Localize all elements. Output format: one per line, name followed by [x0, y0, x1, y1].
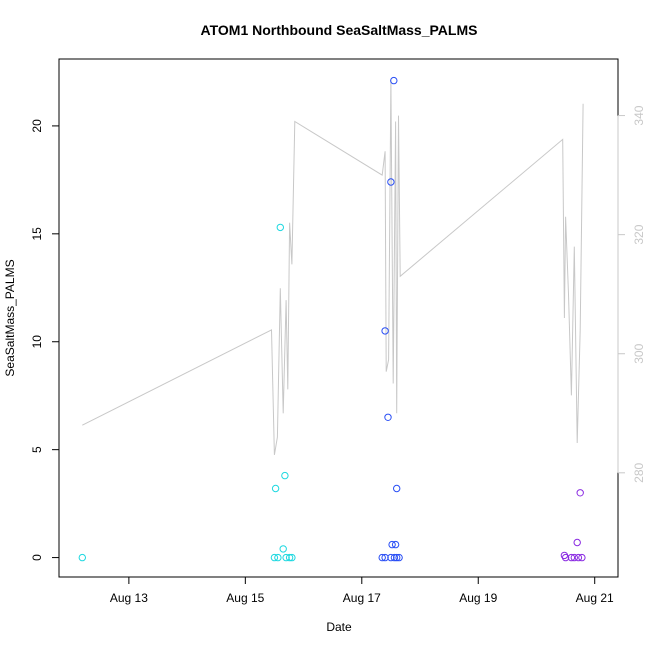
data-point [381, 553, 389, 562]
y-tick-label: 10 [30, 335, 44, 349]
data-point [388, 540, 396, 549]
data-point [378, 553, 386, 562]
data-point [561, 553, 570, 562]
y2-tick-label: 340 [632, 105, 646, 125]
data-point [574, 553, 583, 562]
data-point [276, 223, 284, 232]
data-point [274, 553, 282, 562]
data-point [390, 76, 398, 85]
y2-tick-label: 280 [632, 462, 646, 482]
series-line [82, 79, 584, 455]
data-point [393, 484, 401, 493]
data-point [576, 489, 584, 497]
x-axis-title: Date [326, 620, 352, 634]
data-point [271, 484, 280, 493]
y-tick-label: 20 [30, 119, 44, 133]
data-point [78, 553, 87, 562]
x-tick-label: Aug 15 [226, 591, 264, 605]
data-point [285, 553, 294, 562]
y-axis-title: SeaSaltMass_PALMS [3, 259, 17, 376]
x-tick-label: Aug 19 [459, 591, 497, 605]
data-point [279, 545, 287, 553]
data-point [570, 553, 578, 562]
data-point [384, 413, 392, 421]
x-tick-label: Aug 13 [110, 591, 148, 605]
chart-title: ATOM1 Northbound SeaSaltMass_PALMS [201, 22, 478, 38]
right-y-axis: 280 300 320 340 [617, 105, 646, 483]
y-tick-label: 5 [30, 446, 44, 453]
data-point [288, 553, 296, 562]
data-point [282, 553, 290, 562]
x-tick-label: Aug 21 [576, 591, 614, 605]
data-point [270, 553, 279, 562]
data-point [573, 538, 581, 547]
data-points-layer [78, 76, 586, 562]
y-tick-label: 0 [30, 554, 44, 561]
data-point [567, 553, 576, 562]
data-point [395, 553, 403, 562]
y-axis: 0 5 10 15 20 [30, 119, 60, 561]
x-axis: Aug 13 Aug 15 Aug 17 Aug 19 Aug 21 [110, 576, 614, 605]
data-point [387, 553, 395, 562]
data-point [281, 471, 289, 480]
data-point [390, 553, 399, 562]
right-axis-line-layer [82, 79, 584, 455]
data-point [387, 178, 395, 186]
data-point [578, 553, 586, 562]
y2-tick-label: 300 [632, 343, 646, 363]
x-tick-label: Aug 17 [343, 591, 381, 605]
y2-tick-label: 320 [632, 224, 646, 244]
data-point [393, 553, 401, 562]
data-point [381, 327, 389, 335]
y-tick-label: 15 [30, 227, 44, 241]
data-point [391, 540, 400, 549]
